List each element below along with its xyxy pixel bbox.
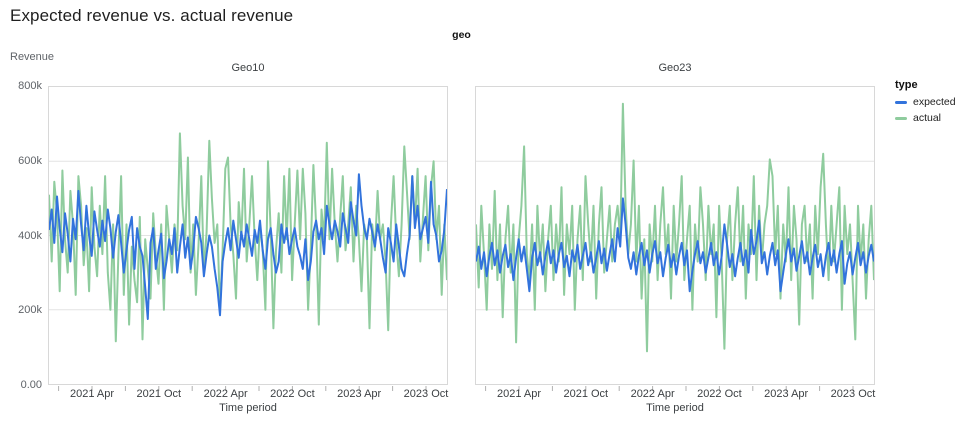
legend-item-label: actual bbox=[913, 112, 942, 124]
x-tick-label: 2023 Apr bbox=[337, 388, 382, 400]
facet-field-label: geo bbox=[452, 29, 471, 41]
actual-line-swatch-icon bbox=[895, 116, 907, 120]
y-tick-label-200k: 200k bbox=[18, 304, 42, 317]
line-chart-panel-geo10 bbox=[48, 86, 448, 385]
x-tick-label: 2021 Apr bbox=[496, 388, 542, 400]
legend-title: type bbox=[895, 79, 918, 91]
y-tick-label-400k: 400k bbox=[18, 229, 42, 242]
x-tick-label: 2023 Oct bbox=[403, 388, 449, 400]
legend-item-actual[interactable]: actual bbox=[895, 112, 956, 124]
panel-title-geo10: Geo10 bbox=[231, 62, 265, 74]
x-tick-label: 2021 Oct bbox=[563, 388, 609, 400]
x-tick-label: 2023 Apr bbox=[764, 388, 809, 400]
x-tick-label: 2021 Apr bbox=[69, 388, 115, 400]
x-axis-title-geo10: Time period bbox=[219, 402, 277, 414]
line-series-actual-geo23 bbox=[476, 102, 874, 353]
x-tick-label: 2021 Oct bbox=[136, 388, 182, 400]
panel-title-geo23: Geo23 bbox=[658, 62, 692, 74]
line-series-expected-geo10 bbox=[49, 173, 447, 320]
legend: type expected actual bbox=[895, 79, 956, 128]
x-tick-label: 2022 Oct bbox=[270, 388, 315, 400]
x-tick-label: 2022 Apr bbox=[630, 388, 675, 400]
y-axis-title: Revenue bbox=[10, 51, 55, 63]
chart-title: Expected revenue vs. actual revenue bbox=[10, 6, 294, 25]
y-tick-label-800k: 800k bbox=[18, 80, 42, 92]
legend-item-label: expected bbox=[913, 96, 956, 108]
legend-item-expected[interactable]: expected bbox=[895, 96, 956, 108]
x-tick-label: 2022 Apr bbox=[203, 388, 248, 400]
x-tick-label: 2022 Oct bbox=[697, 388, 742, 400]
x-tick-label: 2023 Oct bbox=[830, 388, 876, 400]
x-axis-ticks-geo23 bbox=[485, 386, 854, 391]
expected-line-swatch-icon bbox=[895, 100, 907, 104]
x-axis-ticks-geo10 bbox=[58, 386, 427, 391]
y-tick-label-600k: 600k bbox=[18, 154, 42, 167]
y-tick-label-zero: 0.00 bbox=[20, 379, 42, 391]
line-chart-panel-geo23 bbox=[475, 86, 875, 385]
line-series-expected-geo23 bbox=[476, 197, 874, 293]
x-axis-title-geo23: Time period bbox=[646, 402, 704, 414]
